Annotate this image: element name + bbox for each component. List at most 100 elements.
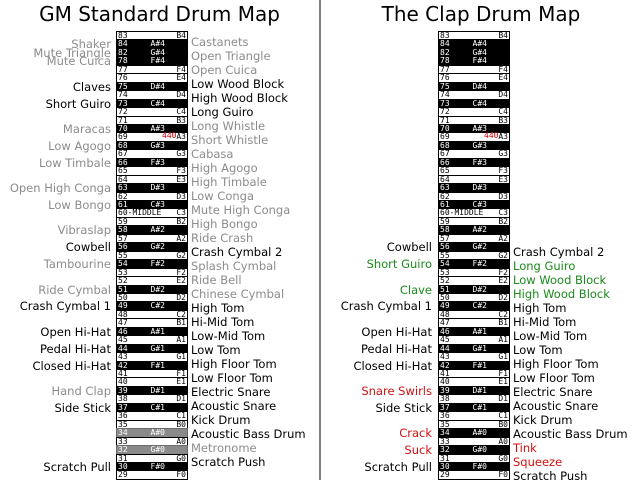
key-note: C#1 — [150, 402, 165, 412]
key-number: 52 — [440, 276, 450, 286]
key-note: A#3 — [472, 123, 487, 133]
key-note: D3 — [498, 191, 508, 201]
key-note: A1 — [176, 335, 186, 345]
key-number: 32 — [440, 445, 450, 455]
key-number: 45 — [118, 335, 128, 345]
drum-label: Pedal Hi-Hat — [40, 341, 111, 356]
key-number: 77 — [118, 64, 128, 74]
drum-label: Cowbell — [386, 240, 432, 255]
key-note: B2 — [498, 216, 508, 226]
drum-label: Side Stick — [54, 400, 111, 415]
key-note: B0 — [176, 419, 186, 429]
key-note: C2 — [176, 309, 186, 319]
drum-label: Squeeze — [513, 455, 563, 470]
key-number: 66 — [440, 157, 450, 167]
key-note: A#4 — [150, 39, 165, 49]
key-note: F4 — [498, 64, 508, 74]
key-number: 76 — [440, 73, 450, 83]
key-number: 53 — [118, 267, 128, 277]
drum-label: Low Wood Block — [191, 76, 285, 91]
key-number: 44 — [118, 343, 128, 353]
key-note: D1 — [176, 394, 186, 404]
key-note: B1 — [498, 318, 508, 328]
key-number: 47 — [440, 318, 450, 328]
drum-label: Short Guiro — [45, 96, 111, 111]
drum-label: Cowbell — [65, 240, 111, 255]
key-note: G#3 — [472, 140, 487, 150]
key-note: B0 — [498, 419, 508, 429]
key-note: C#4 — [150, 98, 165, 108]
key-note: C#3 — [472, 200, 487, 209]
drum-label: Acoustic Bass Drum — [191, 427, 306, 442]
key-note: F3 — [176, 166, 186, 176]
key-note: A#1 — [150, 326, 165, 336]
drum-label: Open Hi-Hat — [361, 324, 432, 339]
piano-key[interactable]: 29 F0 — [116, 470, 188, 481]
drum-label: Crack — [399, 426, 432, 441]
drum-label: Clave — [399, 282, 432, 297]
key-number: 84 — [440, 39, 450, 49]
key-note: F#0 — [150, 461, 165, 471]
key-note: C#2 — [150, 301, 165, 311]
drum-label: Castanets — [191, 34, 249, 49]
key-number: 82 — [440, 47, 450, 57]
key-number: 64 — [440, 174, 450, 184]
left-keyboard: 83 B4 84 A#4 82 G#4 78 F#4 77 F4 76 E4 75 D#4 74 D4 73 C#… — [116, 31, 188, 481]
key-note: E1 — [176, 377, 186, 387]
drum-label: Low Floor Tom — [513, 370, 595, 385]
key-note: F#3 — [472, 157, 487, 167]
key-number: 36 — [440, 411, 450, 421]
key-note: E4 — [498, 73, 508, 83]
key-note: F1 — [498, 369, 508, 378]
key-note: F#0 — [472, 461, 487, 471]
drum-label: Acoustic Snare — [191, 399, 277, 414]
drum-label: Metronome — [191, 441, 257, 456]
key-note: G#1 — [472, 343, 487, 353]
drum-label: Hi-Mid Tom — [191, 314, 255, 329]
key-number: 58 — [118, 225, 128, 235]
drum-label: Crash Cymbal 2 — [191, 244, 283, 259]
key-note: G#2 — [150, 242, 165, 252]
key-note: A#2 — [150, 225, 165, 235]
key-number: 65 — [440, 166, 450, 176]
drum-label: High Bongo — [191, 216, 258, 231]
drum-label: Crash Cymbal 1 — [19, 299, 111, 314]
key-number: 61 — [118, 200, 128, 209]
key-note: E1 — [498, 377, 508, 387]
drum-label: Low Tom — [513, 342, 563, 357]
drum-label: Mute High Conga — [191, 202, 291, 217]
drum-label: Low Floor Tom — [191, 370, 273, 385]
key-note: G#0 — [150, 445, 165, 455]
drum-label: Kick Drum — [191, 413, 251, 428]
key-number: 42 — [118, 360, 128, 370]
key-number: 34 — [440, 428, 450, 438]
piano-key[interactable]: 29 F0 — [438, 470, 510, 481]
key-number: 47 — [118, 318, 128, 328]
key-number: 56 — [440, 242, 450, 252]
drum-label: High Tom — [191, 300, 245, 315]
key-number: 74 — [440, 90, 450, 100]
key-note: D#2 — [150, 284, 165, 294]
key-note: G1 — [498, 352, 508, 362]
key-number: 73 — [118, 98, 128, 108]
key-note: C#1 — [472, 402, 487, 412]
key-number: 52 — [118, 276, 128, 286]
drum-label: Short Guiro — [366, 257, 432, 272]
drum-label: Tink — [513, 441, 537, 456]
key-note: F2 — [498, 267, 508, 277]
key-number: 71 — [440, 115, 450, 125]
drum-label: Acoustic Bass Drum — [513, 427, 628, 442]
key-note: D#4 — [472, 81, 487, 91]
drum-label: Electric Snare — [513, 385, 593, 399]
key-number: 63 — [118, 183, 128, 193]
key-note: F#1 — [472, 360, 487, 370]
key-note: D#1 — [150, 385, 165, 395]
key-note: A2 — [498, 233, 508, 243]
key-number: 56 — [118, 242, 128, 252]
drum-label: High Floor Tom — [513, 356, 599, 371]
key-note: C3 — [498, 208, 508, 218]
key-note: A#0 — [150, 428, 165, 438]
key-number: 31 — [118, 453, 128, 463]
drum-label: High Agogo — [191, 160, 258, 175]
key-number: 83 — [118, 31, 128, 40]
